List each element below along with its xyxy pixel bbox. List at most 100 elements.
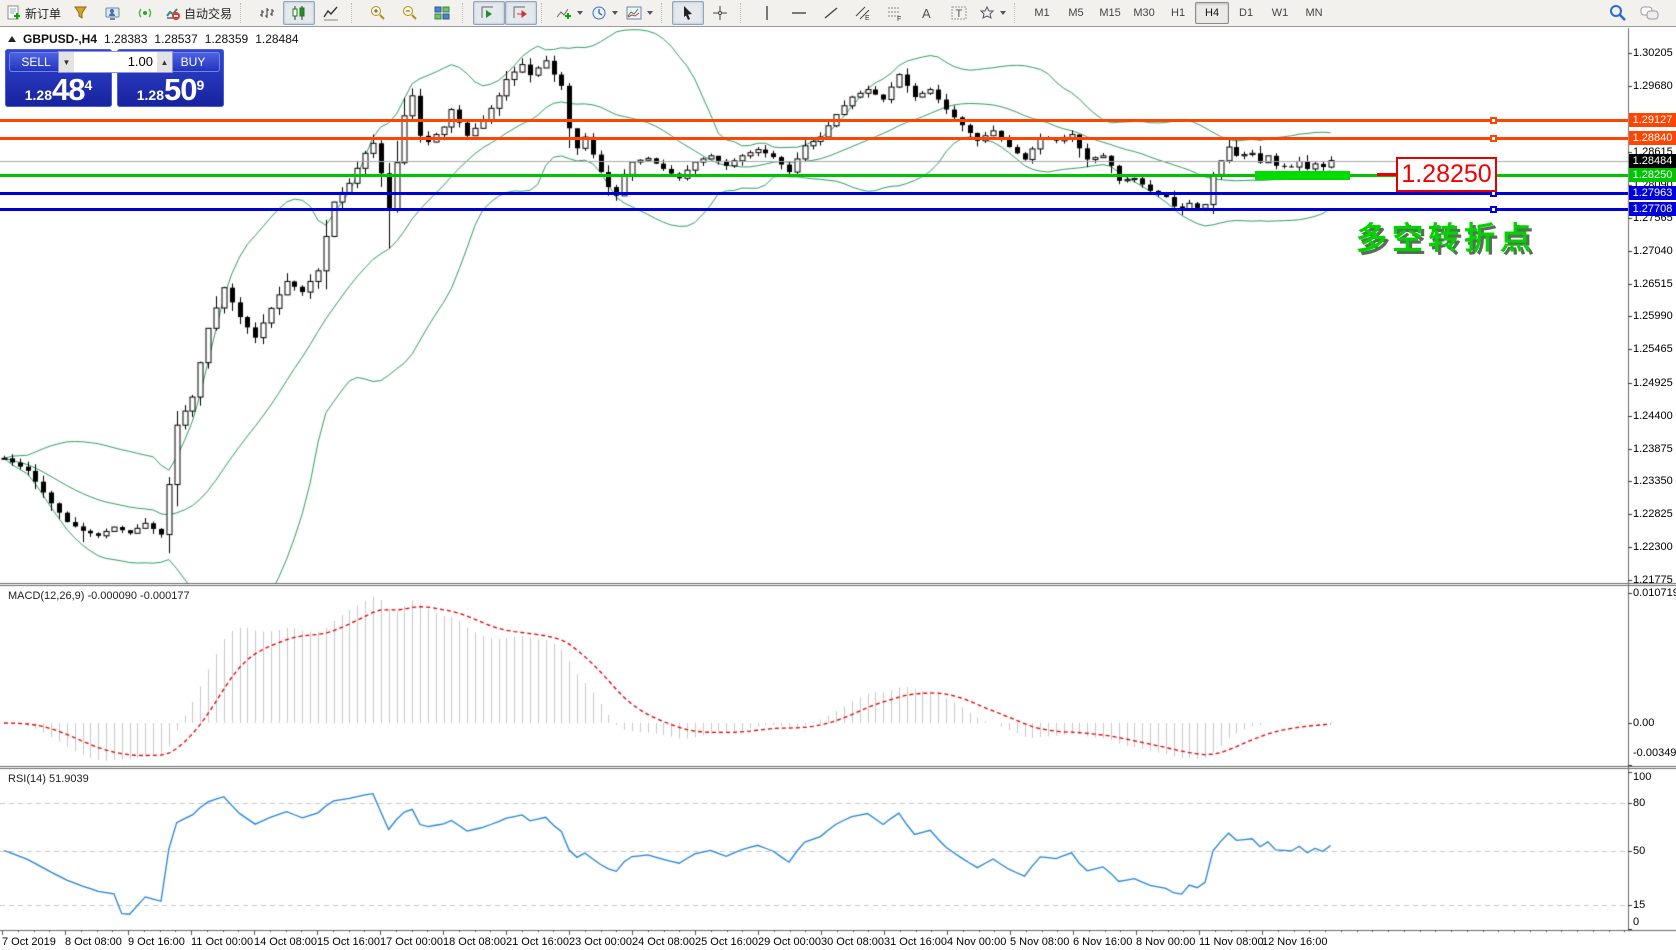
date-axis-label: 24 Oct 08:00: [632, 936, 695, 948]
text-button[interactable]: A: [911, 1, 943, 25]
shapes-dropdown[interactable]: [975, 1, 1010, 25]
price-tick-label: 1.22825: [1633, 508, 1673, 521]
line-handle-marker[interactable]: [1490, 134, 1497, 142]
timeframe-button-mn[interactable]: MN: [1305, 7, 1323, 19]
timeframe-button-h1[interactable]: H1: [1171, 7, 1186, 19]
timeframe-button-m15[interactable]: M15: [1099, 7, 1121, 19]
date-axis-label: 7 Oct 2019: [2, 936, 56, 948]
date-axis-label: 18 Oct 08:00: [443, 936, 506, 948]
line-handle-marker[interactable]: [1490, 116, 1497, 124]
svg-text:E: E: [865, 15, 870, 21]
highlight-bar-annotation[interactable]: [1255, 170, 1350, 180]
date-axis-label: 5 Nov 08:00: [1010, 936, 1070, 948]
level-price-tag: 1.27963: [1629, 186, 1676, 201]
profile-icon: [105, 5, 121, 21]
signal-button[interactable]: [129, 1, 161, 25]
date-axis-label: 29 Oct 00:00: [758, 936, 821, 948]
timeframe-button-m5[interactable]: M5: [1068, 7, 1084, 19]
horizontal-line-button[interactable]: [783, 1, 815, 25]
turning-point-annotation[interactable]: 多空转折点: [1356, 221, 1536, 256]
line-chart-button[interactable]: [315, 1, 347, 25]
profile-button[interactable]: [97, 1, 129, 25]
date-axis-label: 25 Oct 16:00: [695, 936, 758, 948]
equidistant-channel-button[interactable]: E: [847, 1, 879, 25]
fibonacci-button[interactable]: F: [879, 1, 911, 25]
line-handle-marker[interactable]: [1490, 205, 1497, 213]
horizontal-level-line[interactable]: [0, 191, 1628, 195]
auto-scroll-button[interactable]: [473, 1, 506, 25]
horizontal-level-line[interactable]: [0, 136, 1628, 140]
price-tick-label: 1.24925: [1633, 377, 1673, 389]
collapse-arrow-icon[interactable]: [8, 36, 16, 42]
rsi-tick-label: 80: [1633, 797, 1646, 810]
toolbar-separator: [240, 3, 248, 23]
timeframe-button-m1[interactable]: M1: [1034, 7, 1050, 19]
zoom-in-button[interactable]: [362, 1, 394, 25]
callout-leader-line: [1377, 173, 1396, 176]
periods-dropdown[interactable]: [587, 1, 622, 25]
price-tick-label: 1.24400: [1633, 409, 1673, 422]
cursor-button[interactable]: [672, 1, 705, 25]
buy-button[interactable]: BUY: [166, 52, 220, 72]
macd-tick-label: 0.010719: [1633, 587, 1676, 599]
level-price-tag: 1.28250: [1629, 168, 1676, 183]
periods-icon: [591, 5, 607, 21]
bar-chart-button[interactable]: [251, 1, 283, 25]
one-click-trading-panel: SELL BUY ▼ 1.00 ▲ 1.28 48 4 1.28 50 9: [5, 49, 224, 107]
horizontal-line-icon: [791, 5, 807, 21]
toolbar-separator: [740, 3, 748, 23]
templates-dropdown[interactable]: [622, 1, 657, 25]
vertical-line-button[interactable]: [751, 1, 783, 25]
chart-header: GBPUSD-,H4 1.28383 1.28537 1.28359 1.284…: [8, 32, 299, 46]
rsi-tick-label: 50: [1633, 844, 1646, 857]
text-label-button[interactable]: T: [943, 1, 975, 25]
symbol-period-label: GBPUSD-,H4: [23, 32, 98, 46]
rsi-tick-label: 0: [1633, 916, 1640, 928]
rsi-label: RSI(14) 51.9039: [8, 773, 89, 785]
new-order-button[interactable]: 新订单: [2, 1, 65, 25]
trendline-button[interactable]: [815, 1, 847, 25]
vertical-line-icon: [759, 5, 775, 21]
volume-input[interactable]: 1.00: [127, 54, 153, 69]
price-tick-label: 1.27040: [1633, 244, 1673, 257]
crosshair-button[interactable]: [704, 1, 736, 25]
autotrading-button[interactable]: 自动交易: [161, 1, 236, 25]
auto-scroll-icon: [481, 5, 497, 21]
chart-shift-button[interactable]: [505, 1, 538, 25]
indicators-dropdown[interactable]: [552, 1, 587, 25]
buy-price: 1.28 50 9: [117, 74, 224, 105]
horizontal-level-line[interactable]: [0, 118, 1628, 122]
date-axis-label: 11 Oct 00:00: [191, 936, 254, 948]
date-axis-label: 15 Oct 16:00: [317, 936, 380, 948]
level-price-tag: 1.28840: [1629, 131, 1676, 146]
volume-decrease-button[interactable]: ▼: [59, 52, 74, 72]
date-axis-label: 8 Oct 08:00: [65, 936, 122, 948]
timeframe-button-h4[interactable]: H4: [1195, 2, 1230, 24]
horizontal-level-line[interactable]: [0, 173, 1628, 177]
chevron-down-icon: [647, 11, 654, 15]
search-icon: [1609, 4, 1627, 22]
volume-increase-button[interactable]: ▲: [157, 52, 172, 72]
buy-price-pip: 9: [196, 77, 205, 93]
date-axis-label: 30 Oct 08:00: [821, 936, 884, 948]
svg-text:A: A: [922, 6, 931, 21]
timeframe-button-d1[interactable]: D1: [1239, 7, 1254, 19]
candlestick-chart-button[interactable]: [283, 1, 316, 25]
timeframe-button-w1[interactable]: W1: [1271, 7, 1289, 19]
chat-button[interactable]: [1634, 1, 1666, 25]
timeframe-button-m30[interactable]: M30: [1133, 7, 1155, 19]
funnel-button[interactable]: [65, 1, 97, 25]
svg-text:T: T: [956, 8, 963, 20]
crosshair-icon: [712, 5, 728, 21]
horizontal-level-line[interactable]: [0, 207, 1628, 211]
zoom-out-button[interactable]: [394, 1, 426, 25]
price-callout-box[interactable]: 1.28250: [1396, 157, 1497, 192]
tile-windows-button[interactable]: [426, 1, 458, 25]
autotrading-button-label: 自动交易: [184, 6, 233, 21]
sell-button[interactable]: SELL: [9, 52, 63, 72]
level-price-tag: 1.29127: [1629, 113, 1676, 128]
search-button[interactable]: [1602, 1, 1634, 25]
tile-windows-icon: [434, 5, 450, 21]
